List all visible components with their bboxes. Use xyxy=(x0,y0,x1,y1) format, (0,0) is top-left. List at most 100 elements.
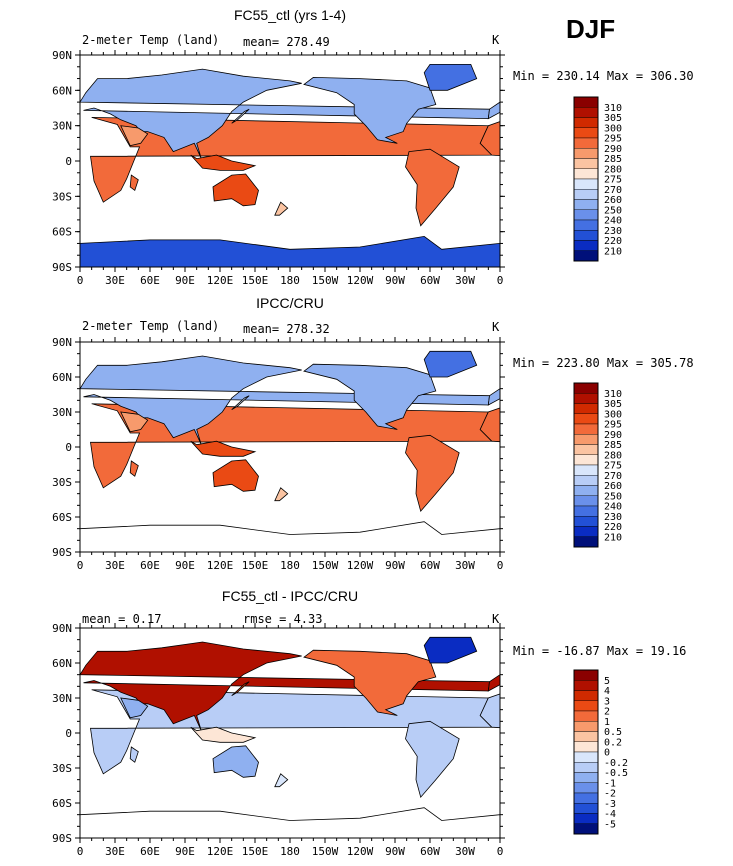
colorbar-swatch xyxy=(573,669,599,681)
landmass-arabia xyxy=(120,125,149,147)
colorbar-frame xyxy=(573,669,599,835)
panel-minmax: Min = -16.87 Max = 19.16 xyxy=(513,644,687,658)
panel-mean: mean= 278.49 xyxy=(243,35,330,49)
panel-rmse: rmse = 4.33 xyxy=(243,612,323,626)
colorbar-label: -0.2 xyxy=(604,758,628,769)
x-tick-label: 30E xyxy=(105,274,125,287)
landmass-eurasia-wrap xyxy=(487,673,500,692)
landmass-namerica xyxy=(303,363,437,430)
colorbar-label: 220 xyxy=(604,522,622,533)
landmass-nz xyxy=(274,487,289,502)
x-tick-label: 30W xyxy=(455,845,475,858)
landmass-arabia xyxy=(120,697,149,719)
panel-mean: mean = 0.17 xyxy=(82,612,162,626)
colorbar-label: 285 xyxy=(604,154,622,165)
landmass-eurasia-wrap xyxy=(487,101,500,120)
panel-mean: mean= 278.32 xyxy=(243,322,330,336)
landmass-madagascar xyxy=(129,746,139,763)
colorbar-label: 280 xyxy=(604,164,622,175)
colorbar-label: 4 xyxy=(604,686,610,697)
colorbar-label: 295 xyxy=(604,420,622,431)
landmass-africa-wrap xyxy=(479,407,500,443)
colorbar-label: 275 xyxy=(604,175,622,186)
colorbar-label: 260 xyxy=(604,481,622,492)
colorbar: 3103053002952902852802752702602502402302… xyxy=(573,382,622,548)
panel-unit: K xyxy=(492,33,500,47)
colorbar-label: 305 xyxy=(604,113,622,124)
colorbar-label: 210 xyxy=(604,532,622,543)
panel-title: FC55_ctl (yrs 1-4) xyxy=(233,7,347,23)
x-tick-label: 60W xyxy=(420,559,440,572)
x-tick-label: 120W xyxy=(347,274,374,287)
colorbar-label: -5 xyxy=(604,819,616,830)
colorbar-label: -1 xyxy=(604,778,616,789)
x-tick-label: 120W xyxy=(347,845,374,858)
colorbar: 3103053002952902852802752702602502402302… xyxy=(573,96,622,262)
landmass-japan xyxy=(231,681,250,697)
x-tick-label: 60W xyxy=(420,274,440,287)
colorbar-label: 290 xyxy=(604,144,622,155)
x-tick-label: 150E xyxy=(242,274,269,287)
landmass-eurasia xyxy=(80,641,490,731)
x-tick-label: 150W xyxy=(312,559,339,572)
landmass-samerica xyxy=(405,720,460,799)
y-tick-label: 0 xyxy=(65,441,72,454)
colorbar-label: 0.5 xyxy=(604,727,622,738)
x-tick-label: 120E xyxy=(207,845,234,858)
panel-model: FC55_ctl (yrs 1-4) 2-meter Temp (land) m… xyxy=(0,0,733,290)
colorbar-label: 285 xyxy=(604,440,622,451)
colorbar-label: 300 xyxy=(604,123,622,134)
panel-title: FC55_ctl - IPCC/CRU xyxy=(221,588,359,604)
panel-variable-label: 2-meter Temp (land) xyxy=(82,33,220,47)
colorbar-label: -2 xyxy=(604,789,616,800)
x-tick-label: 30E xyxy=(105,559,125,572)
landmass-greenland xyxy=(423,636,478,664)
x-tick-label: 0 xyxy=(77,559,84,572)
landmass-antarctica xyxy=(80,521,500,552)
x-tick-label: 0 xyxy=(77,845,84,858)
x-tick-label: 60W xyxy=(420,845,440,858)
x-tick-label: 0 xyxy=(77,274,84,287)
colorbar-label: 2 xyxy=(604,707,610,718)
landmass-namerica xyxy=(303,76,437,144)
colorbar-label: 280 xyxy=(604,450,622,461)
colorbar-label: 300 xyxy=(604,409,622,420)
colorbar-label: 240 xyxy=(604,502,622,513)
landmass-greenland xyxy=(423,64,478,91)
y-tick-label: 30S xyxy=(52,190,72,203)
colorbar-swatch xyxy=(573,792,599,804)
landmass-antarctica xyxy=(80,235,500,267)
colorbar-label: -4 xyxy=(604,809,616,820)
colorbar-swatch xyxy=(573,680,599,691)
x-tick-label: 180 xyxy=(280,845,300,858)
panel-title: IPCC/CRU xyxy=(256,295,324,311)
y-tick-label: 30N xyxy=(52,692,72,705)
colorbar-label: 1 xyxy=(604,717,610,728)
colorbar-label: 305 xyxy=(604,399,622,410)
x-tick-label: 150E xyxy=(242,559,269,572)
y-tick-label: 60S xyxy=(52,511,72,524)
colorbar-swatch xyxy=(573,710,599,722)
y-tick-label: 60S xyxy=(52,797,72,810)
landmass-australia xyxy=(212,745,259,778)
landmass-japan xyxy=(231,108,250,124)
colorbar-swatch xyxy=(573,721,599,732)
y-tick-label: 60N xyxy=(52,657,72,670)
x-tick-label: 0 xyxy=(497,559,504,572)
landmass-nz xyxy=(274,773,289,788)
x-tick-label: 90W xyxy=(385,845,405,858)
landmass-nz xyxy=(274,201,289,216)
colorbar-label: 295 xyxy=(604,134,622,145)
colorbar-swatch xyxy=(573,762,599,773)
landmass-africa-wrap xyxy=(479,121,500,157)
colorbar-swatch xyxy=(573,803,599,814)
landmass-madagascar xyxy=(129,460,139,477)
x-tick-label: 180 xyxy=(280,274,300,287)
colorbar-swatch xyxy=(573,823,599,835)
panel-minmax: Min = 223.80 Max = 305.78 xyxy=(513,356,694,370)
y-tick-label: 90S xyxy=(52,832,72,845)
landmass-eurasia-wrap xyxy=(487,387,500,406)
